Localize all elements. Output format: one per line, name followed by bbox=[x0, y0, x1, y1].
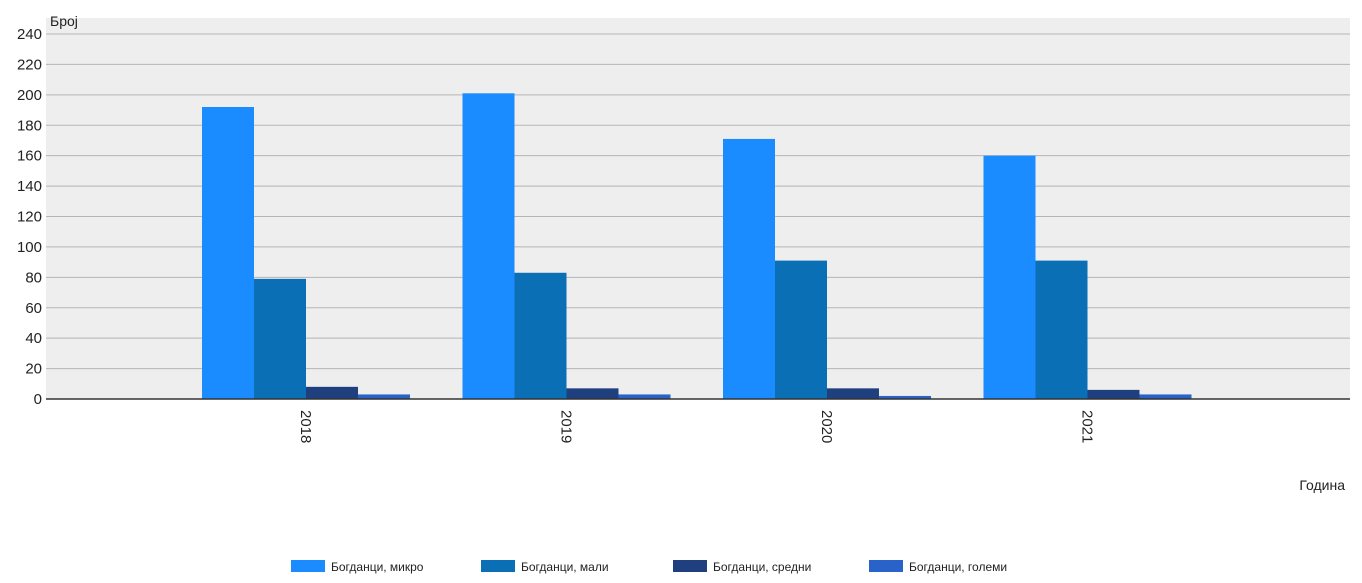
y-tick-label: 120 bbox=[17, 209, 42, 226]
bar bbox=[775, 261, 827, 399]
x-axis-title: Година bbox=[1299, 477, 1345, 493]
y-axis-title: Број bbox=[50, 13, 78, 29]
legend-swatch bbox=[673, 560, 707, 572]
legend-swatch bbox=[481, 560, 515, 572]
bar bbox=[202, 107, 254, 399]
y-tick-labels: 0 20 40 60 80 100 120 140 160 180 200 220 240 bbox=[17, 26, 42, 408]
bar bbox=[723, 139, 775, 399]
bar bbox=[984, 156, 1036, 399]
legend-label: Богданци, големи bbox=[909, 560, 1007, 574]
bar bbox=[1036, 261, 1088, 399]
x-tick-label: 2018 bbox=[297, 410, 314, 443]
y-tick-label: 160 bbox=[17, 148, 42, 165]
bar bbox=[827, 388, 879, 399]
y-tick-label: 240 bbox=[17, 26, 42, 43]
y-tick-label: 40 bbox=[25, 330, 42, 347]
bar bbox=[254, 279, 306, 399]
legend-swatch bbox=[869, 560, 903, 572]
y-tick-label: 200 bbox=[17, 87, 42, 104]
x-tick-label: 2020 bbox=[818, 410, 835, 443]
legend-label: Богданци, мали bbox=[521, 560, 609, 574]
y-tick-label: 180 bbox=[17, 117, 42, 134]
bar bbox=[306, 387, 358, 399]
x-tick-labels: 2018 2019 2020 2021 bbox=[297, 410, 1096, 443]
y-tick-label: 60 bbox=[25, 300, 42, 317]
y-tick-label: 220 bbox=[17, 56, 42, 73]
y-tick-label: 20 bbox=[25, 361, 42, 378]
legend-label: Богданци, средни bbox=[713, 560, 811, 574]
y-tick-label: 100 bbox=[17, 239, 42, 256]
x-tick-label: 2019 bbox=[558, 410, 575, 443]
y-tick-label: 80 bbox=[25, 269, 42, 286]
legend-label: Богданци, микро bbox=[331, 560, 424, 574]
y-tick-label: 140 bbox=[17, 178, 42, 195]
bar bbox=[515, 273, 567, 399]
bar bbox=[1088, 390, 1140, 399]
y-tick-label: 0 bbox=[34, 391, 42, 408]
legend-swatch bbox=[291, 560, 325, 572]
bar bbox=[463, 93, 515, 399]
x-tick-label: 2021 bbox=[1079, 410, 1096, 443]
legend: Богданци, микро Богданци, мали Богданци, с… bbox=[291, 560, 1007, 574]
bar bbox=[567, 388, 619, 399]
